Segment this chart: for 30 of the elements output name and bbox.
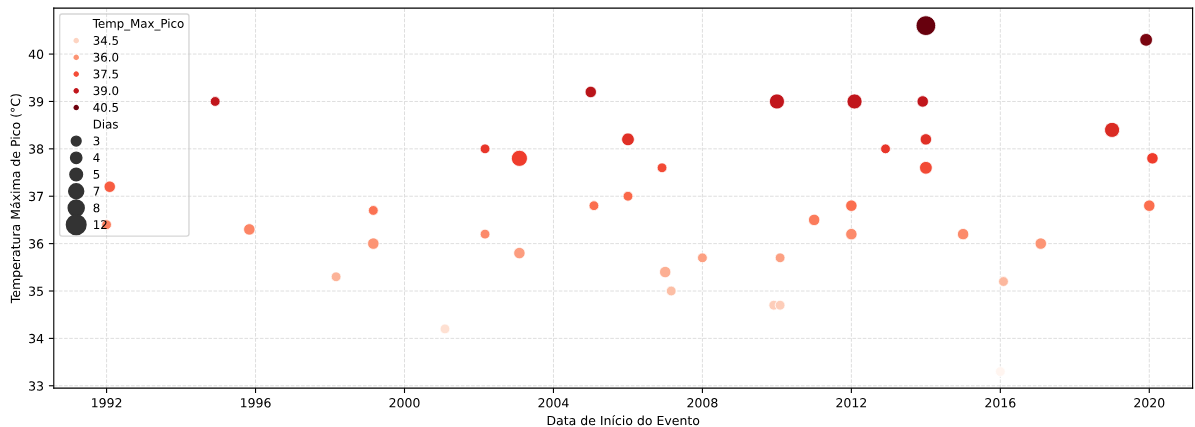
x-tick-label: 2016 (985, 398, 1016, 408)
x-tick-label: 1996 (241, 398, 271, 408)
legend-label: 5 (93, 170, 100, 179)
x-tick-label: 2004 (538, 398, 569, 408)
y-tick-label: 33 (29, 381, 44, 391)
legend-label: 34.5 (93, 36, 118, 45)
y-tick-label: 37 (29, 191, 43, 202)
legend-label: 7 (93, 186, 100, 196)
legend-label: 37.5 (93, 69, 118, 79)
y-axis-title: Temperatura Máxima de Pico (°C) (9, 94, 23, 304)
y-tick-label: 40 (28, 49, 44, 59)
x-axis-title: Data de Início do Evento (547, 415, 700, 426)
legend-label: 40.5 (93, 102, 118, 112)
x-tick-label: 2008 (687, 398, 718, 408)
legend-label: 4 (93, 153, 100, 162)
legend-label: 8 (93, 203, 100, 213)
x-tick-label: 1992 (92, 398, 122, 408)
y-tick-label: 35 (29, 286, 43, 296)
legend-label: 3 (93, 136, 100, 146)
x-tick-label: 2020 (1134, 398, 1165, 408)
legend-title: Temp_Max_Pico (92, 18, 184, 31)
y-tick-label: 36 (29, 239, 44, 249)
annotation: Dias (93, 119, 118, 129)
y-tick-label: 34 (29, 333, 44, 344)
y-tick-label: 39 (29, 96, 44, 107)
legend-label: 39.0 (93, 86, 119, 96)
x-tick-label: 2000 (389, 398, 420, 408)
y-tick-label: 38 (29, 144, 44, 154)
legend-label: 36.0 (93, 52, 119, 62)
x-tick-label: 2012 (836, 398, 867, 408)
